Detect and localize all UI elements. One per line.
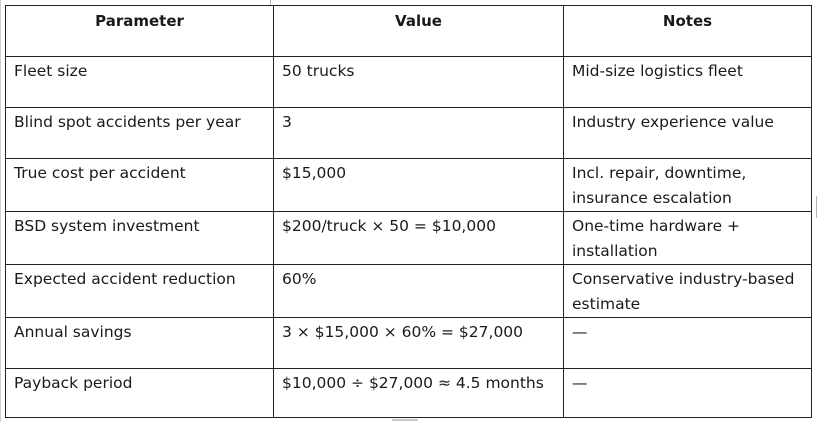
cell-notes[interactable]: Incl. repair, downtime, insurance escala… — [563, 158, 812, 212]
header-parameter: Parameter — [5, 5, 274, 57]
table-row: BSD system investment $200/truck × 50 = … — [5, 211, 812, 265]
header-notes: Notes — [563, 5, 812, 57]
table-resize-handle[interactable] — [816, 196, 817, 218]
table-row: Expected accident reduction 60% Conserva… — [5, 264, 812, 318]
cell-value[interactable]: $15,000 — [273, 158, 564, 212]
cell-value[interactable]: $200/truck × 50 = $10,000 — [273, 211, 564, 265]
cell-value[interactable]: $10,000 ÷ $27,000 ≈ 4.5 months — [273, 368, 564, 418]
cell-parameter[interactable]: True cost per accident — [5, 158, 274, 212]
cell-value[interactable]: 50 trucks — [273, 56, 564, 108]
table-row: Payback period $10,000 ÷ $27,000 ≈ 4.5 m… — [5, 368, 812, 418]
table-header-row: Parameter Value Notes — [5, 5, 812, 57]
cell-value[interactable]: 60% — [273, 264, 564, 318]
cell-notes[interactable]: Industry experience value — [563, 107, 812, 159]
cell-parameter[interactable]: Fleet size — [5, 56, 274, 108]
cell-parameter[interactable]: Annual savings — [5, 317, 274, 369]
cell-notes[interactable]: — — [563, 368, 812, 418]
cell-notes[interactable]: One-time hardware + installation — [563, 211, 812, 265]
cell-parameter[interactable]: Payback period — [5, 368, 274, 418]
page-scroll-indicator — [392, 419, 418, 421]
table-row: Blind spot accidents per year 3 Industry… — [5, 107, 812, 159]
page-edge — [0, 0, 1, 422]
cell-notes[interactable]: Conservative industry-based estimate — [563, 264, 812, 318]
cell-value[interactable]: 3 — [273, 107, 564, 159]
table-row: Fleet size 50 trucks Mid-size logistics … — [5, 56, 812, 108]
table-row: True cost per accident $15,000 Incl. rep… — [5, 158, 812, 212]
table-row: Annual savings 3 × $15,000 × 60% = $27,0… — [5, 317, 812, 369]
column-guide-mark — [270, 0, 271, 5]
cell-parameter[interactable]: Expected accident reduction — [5, 264, 274, 318]
cell-parameter[interactable]: Blind spot accidents per year — [5, 107, 274, 159]
cell-value[interactable]: 3 × $15,000 × 60% = $27,000 — [273, 317, 564, 369]
cell-notes[interactable]: — — [563, 317, 812, 369]
cell-parameter[interactable]: BSD system investment — [5, 211, 274, 265]
header-value: Value — [273, 5, 564, 57]
roi-parameter-table: Parameter Value Notes Fleet size 50 truc… — [5, 5, 812, 418]
cell-notes[interactable]: Mid-size logistics fleet — [563, 56, 812, 108]
